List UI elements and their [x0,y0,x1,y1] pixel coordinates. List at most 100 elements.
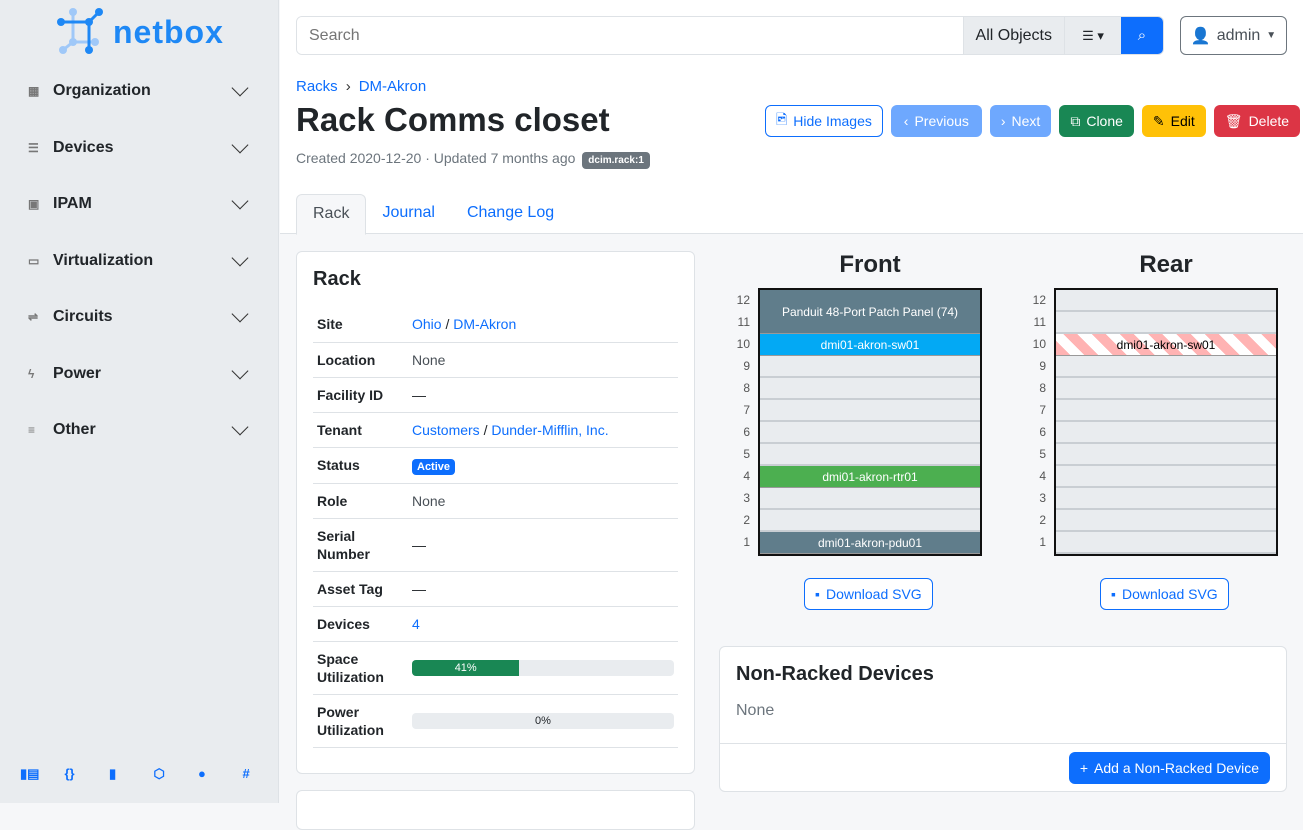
rack-unit-slot[interactable] [1056,290,1276,312]
nav-label: Virtualization [53,252,154,269]
label: Serial Number [313,518,408,572]
rack-unit-slot[interactable] [760,510,980,532]
non-racked-card: Non-Racked Devices None + Add a Non-Racke… [719,646,1287,792]
search-bar: All Objects ☰ ▾ ⌕ [296,16,1164,55]
rack-unit-slot[interactable] [1056,510,1276,532]
rack-attributes-table: Site Ohio / DM-Akron Location None Facilit… [313,307,678,748]
unit-label: 10 [1032,337,1046,351]
sidebar-item-circuits[interactable]: ⇌ Circuits [28,305,250,326]
region-link[interactable]: Ohio [412,316,442,333]
previous-button[interactable]: ‹ Previous [890,105,982,137]
rack-unit-slot[interactable] [1056,532,1276,554]
rack-device[interactable]: dmi01-akron-sw01 [760,334,980,356]
download-front-svg-button[interactable]: ▪ Download SVG [804,578,933,610]
user-menu[interactable]: 👤 admin ▼ [1180,16,1287,55]
rack-unit-slot[interactable] [1056,422,1276,444]
clone-button[interactable]: ⧉ Clone [1059,105,1134,137]
table-row: Role None [313,483,678,519]
github-icon[interactable]: ● [198,766,206,781]
rack-unit-slot[interactable] [760,400,980,422]
rack-unit-slot[interactable] [1056,466,1276,488]
nav-label: Other [53,421,96,438]
tenant-group-link[interactable]: Customers [412,421,480,438]
unit-label: 12 [1032,293,1046,307]
site-link[interactable]: DM-Akron [453,316,517,333]
label: Status [313,447,408,484]
rack-device[interactable]: Panduit 48-Port Patch Panel (74) [760,290,980,334]
unit-label: 4 [743,469,750,483]
search-icon: ⌕ [1137,27,1147,44]
tab-journal[interactable]: Journal [382,204,435,221]
circuit-icon: ⇌ [28,310,39,324]
rack-unit-slot[interactable] [760,378,980,400]
add-non-racked-device-button[interactable]: + Add a Non-Racked Device [1068,752,1270,784]
netbox-logo[interactable]: netbox [57,8,224,56]
breadcrumb-site[interactable]: DM-Akron [358,78,427,95]
sidebar-item-other[interactable]: ≡ Other [28,418,250,439]
rack-unit-slot[interactable] [760,356,980,378]
book-icon[interactable]: ▮▤ [20,766,40,781]
pencil-icon: ✎ [1152,112,1165,129]
tenant-link[interactable]: Dunder-Mifflin, Inc. [491,421,609,438]
next-card [296,790,695,830]
unit-label: 4 [1039,469,1046,483]
label: Power Utilization [313,694,408,748]
table-row: Power Utilization 0% [313,694,678,748]
page-header: All Objects ☰ ▾ ⌕ 👤 admin ▼ Racks › DM-Akron… [280,0,1303,235]
file-icon: ▪ [815,586,820,602]
search-scope-select[interactable]: All Objects [962,17,1064,54]
tab-change-log[interactable]: Change Log [466,204,555,221]
sidebar-item-organization[interactable]: ▦ Organization [28,79,250,100]
docs-icon[interactable]: ▮ [109,766,117,781]
delete-button[interactable]: 🗑 Delete [1213,105,1301,137]
label: Edit [1170,113,1195,129]
sidebar-item-virtualization[interactable]: ▭ Virtualization [28,249,250,270]
rack-unit-slot[interactable] [1056,378,1276,400]
tab-rack[interactable]: Rack [296,194,367,235]
rack-device[interactable]: dmi01-akron-pdu01 [760,532,980,554]
rack-unit-slot[interactable] [760,422,980,444]
hide-images-button[interactable]: 🖻 Hide Images [765,105,883,137]
label: Role [313,483,408,519]
rack-unit-slot[interactable] [760,444,980,466]
rack-unit-slot[interactable] [1056,356,1276,378]
rear-title: Rear [1139,251,1193,278]
api-icon[interactable]: {} [64,766,75,781]
unit-label: 6 [1039,425,1046,439]
value: — [408,518,678,572]
table-row: Tenant Customers / Dunder-Mifflin, Inc. [313,412,678,448]
rack-device[interactable]: dmi01-akron-sw01 [1056,334,1276,356]
sidebar-item-ipam[interactable]: ▣ IPAM [28,192,250,213]
rack-unit-slot[interactable] [1056,488,1276,510]
rack-unit-slot[interactable] [760,488,980,510]
sidebar: netbox ▦ Organization ☰ Devices ▣ IPAM ▭ Vir… [0,0,279,803]
filter-icon: ☰ ▾ [1082,27,1104,43]
progress-label: 0% [535,714,551,727]
label: Next [1011,113,1041,129]
edit-button[interactable]: ✎ Edit [1141,105,1206,137]
chevron-down-icon [231,136,249,154]
value: None [408,342,678,378]
devices-link[interactable]: 4 [412,615,420,632]
table-row: Site Ohio / DM-Akron [313,307,678,343]
slack-icon[interactable]: # [242,766,250,781]
rack-unit-slot[interactable] [1056,400,1276,422]
rack-card: Rack Site Ohio / DM-Akron Location None Fa… [296,251,695,774]
next-button[interactable]: › Next [989,105,1052,137]
download-rear-svg-button[interactable]: ▪ Download SVG [1100,578,1229,610]
label: Location [313,342,408,378]
rack-device[interactable]: dmi01-akron-rtr01 [760,466,980,488]
rack-unit-slot[interactable] [1056,312,1276,334]
search-button[interactable]: ⌕ [1121,17,1163,54]
search-input[interactable] [297,17,963,54]
rack-unit-slot[interactable] [1056,444,1276,466]
notes-icon: ≡ [28,423,36,437]
sidebar-item-devices[interactable]: ☰ Devices [28,136,250,157]
unit-label: 2 [1039,513,1046,527]
object-meta: Created 2020-12-20 · Updated 7 months ag… [296,150,650,169]
unit-label: 12 [736,293,750,307]
sidebar-item-power[interactable]: ϟ Power [28,362,250,383]
graphql-icon[interactable]: ⬡ [153,766,165,781]
breadcrumb-racks[interactable]: Racks [296,78,338,95]
filter-dropdown[interactable]: ☰ ▾ [1064,17,1121,54]
